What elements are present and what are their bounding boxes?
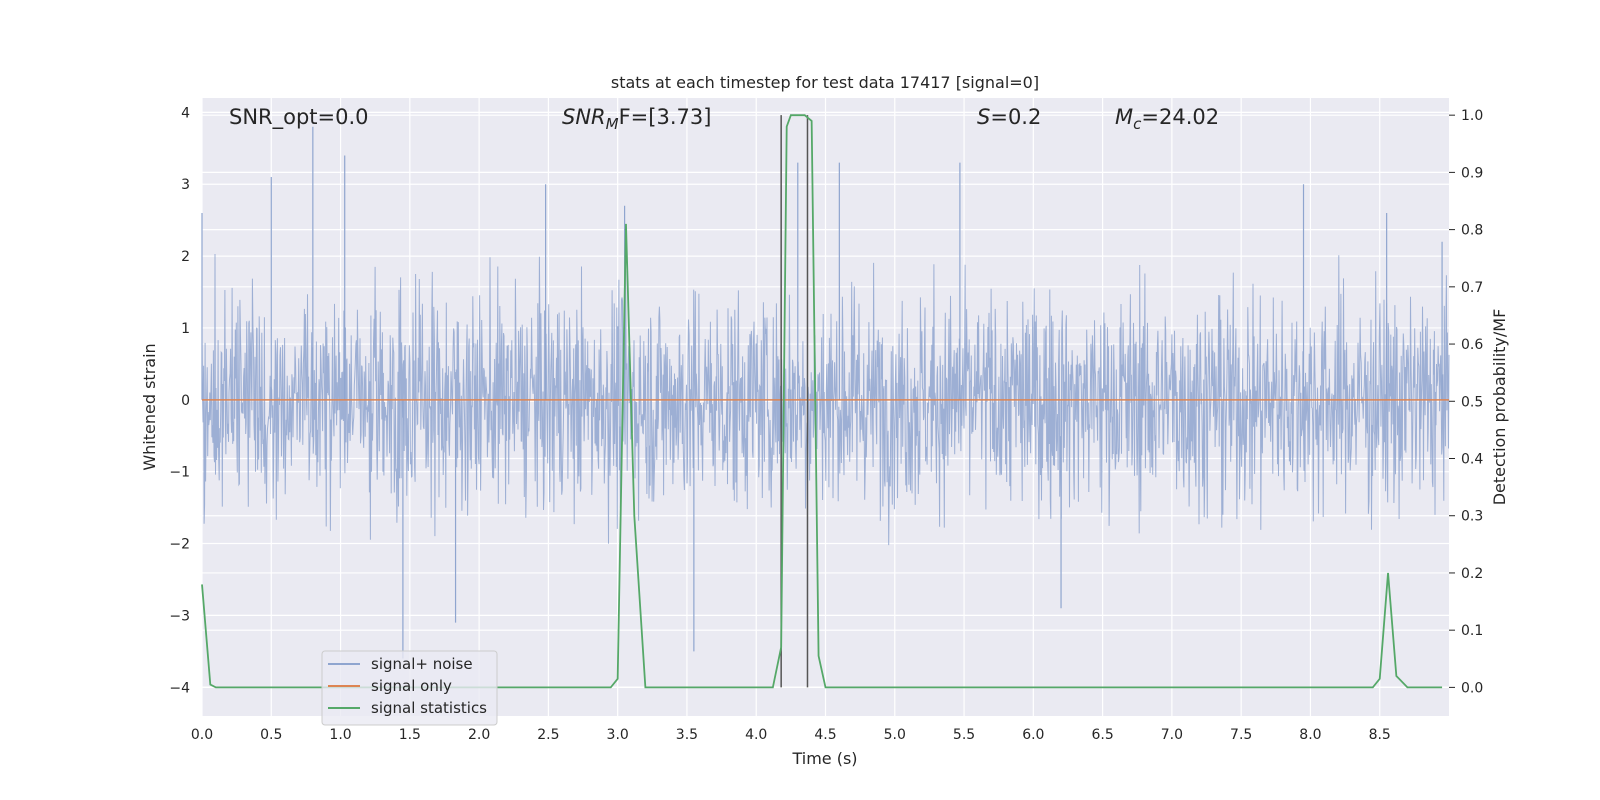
y-right-tick-label: 0.9 (1461, 165, 1483, 181)
grid (201, 98, 1449, 716)
x-tick-label: 1.0 (329, 727, 351, 743)
s-rest: =0.2 (990, 105, 1041, 129)
s-italic: S (977, 105, 990, 129)
x-tick-label: 3.0 (607, 727, 629, 743)
y-left-tick-label: −1 (169, 465, 190, 481)
series-layer (201, 114, 1450, 689)
x-tick-label: 6.5 (1091, 727, 1113, 743)
y-left-tick-label: 4 (181, 105, 190, 121)
y-right-tick-label: 0.5 (1461, 394, 1483, 410)
x-tick-label: 0.0 (191, 727, 213, 743)
y-axis-label-left: Whitened strain (140, 343, 159, 470)
x-tick-label: 2.0 (468, 727, 490, 743)
y-right-tick-label: 0.8 (1461, 223, 1483, 239)
series-signal-noise-line (201, 253, 1450, 546)
y-left-tick-label: 3 (181, 177, 190, 193)
mc-rest: =24.02 (1141, 105, 1219, 129)
legend-box (321, 650, 498, 726)
y-right-tick-label: 0.4 (1461, 452, 1483, 468)
x-tick-label: 3.5 (676, 727, 698, 743)
x-tick-label: 1.5 (399, 727, 421, 743)
x-axis-label: Time (s) (791, 749, 857, 768)
legend-label-signal: signal only (371, 677, 452, 695)
y-right-tick-label: 0.1 (1461, 623, 1483, 639)
mc-base: M (1115, 105, 1133, 129)
x-tick-label: 0.5 (260, 727, 282, 743)
y-right-tick-label: 0.3 (1461, 509, 1483, 525)
y-left-tick-label: 1 (181, 321, 190, 337)
x-tick-label: 2.5 (537, 727, 559, 743)
x-tick-label: 7.0 (1161, 727, 1183, 743)
y-left-tick-label: −2 (169, 537, 190, 553)
annotation-mc: Mc=24.02 (1115, 105, 1219, 133)
y-left-tick-label: 2 (181, 249, 190, 265)
snr-mf-sub: M (606, 115, 619, 133)
series-signal-statistics-line (201, 114, 1443, 689)
snr-mf-base: SNR (562, 105, 606, 129)
y-right-tick-label: 1.0 (1461, 108, 1483, 124)
x-tick-label: 8.5 (1369, 727, 1391, 743)
legend-label-noise: signal+ noise (371, 655, 473, 673)
x-tick-label: 6.0 (1022, 727, 1044, 743)
legend-label-statistics: signal statistics (371, 699, 487, 717)
mc-sub: c (1133, 115, 1142, 133)
y-axis-label-right: Detection probability/MF (1490, 309, 1509, 506)
y-right-tick-label: 0.6 (1461, 337, 1483, 353)
x-tick-label: 4.5 (814, 727, 836, 743)
snr-mf-rest: F=[3.73] (619, 105, 712, 129)
annotation-s: S=0.2 (977, 105, 1041, 129)
x-tick-label: 7.5 (1230, 727, 1252, 743)
y-right-tick-label: 0.2 (1461, 566, 1483, 582)
y-right-tick-label: 0.7 (1461, 280, 1483, 296)
y-left-tick-label: 0 (181, 393, 190, 409)
legend: signal+ noise signal only signal statist… (321, 650, 498, 726)
y-left-tick-label: −4 (169, 680, 190, 696)
y-right-tick-label: 0.0 (1461, 680, 1483, 696)
annotation-snr-mf: SNRMF=[3.73] (562, 105, 711, 133)
x-tick-label: 8.0 (1299, 727, 1321, 743)
x-tick-label: 5.5 (953, 727, 975, 743)
x-tick-label: 5.0 (884, 727, 906, 743)
y-left-tick-label: −3 (169, 608, 190, 624)
annotation-snr-opt: SNR_opt=0.0 (229, 105, 369, 130)
ticks-layer: 0.0 0.5 1.0 1.5 2.0 2.5 3.0 3.5 4.0 4.5 5.0 5.5 6.0 6… (169, 105, 1483, 743)
x-tick-label: 4.0 (745, 727, 767, 743)
chart-title: stats at each timestep for test data 174… (611, 73, 1039, 92)
